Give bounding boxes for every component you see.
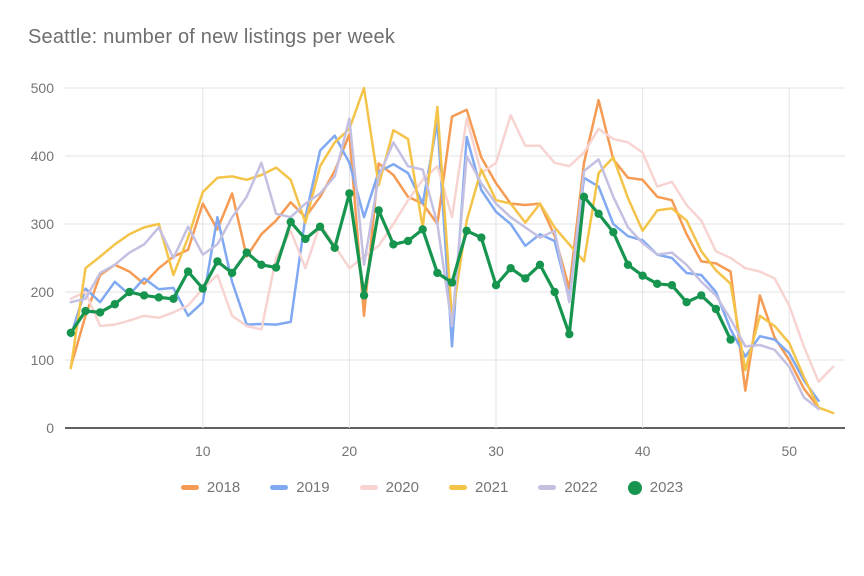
series-point-2023 — [315, 222, 325, 231]
legend-item-2022[interactable]: 2022 — [538, 479, 598, 496]
series-point-2023 — [183, 267, 193, 276]
legend-label: 2020 — [385, 479, 419, 496]
legend-item-2023[interactable]: 2023 — [627, 479, 684, 496]
legend-line-swatch-2018 — [180, 485, 199, 490]
legend-item-2021[interactable]: 2021 — [449, 479, 508, 496]
legend-line-swatch-2021 — [449, 485, 467, 490]
series-point-2023 — [169, 294, 178, 303]
series-point-2023 — [66, 328, 76, 337]
series-point-2023 — [198, 284, 207, 293]
legend-item-2020[interactable]: 2020 — [359, 479, 419, 496]
x-axis-tick-label: 40 — [635, 443, 651, 459]
series-point-2023 — [389, 240, 398, 249]
series-point-2023 — [242, 248, 251, 257]
series-line-2022 — [69, 117, 820, 411]
y-axis-tick-label: 200 — [31, 284, 55, 300]
legend-label: 2022 — [564, 479, 598, 496]
series-point-2023 — [521, 274, 530, 283]
series-point-2023 — [125, 287, 134, 297]
legend-label: 2021 — [475, 479, 509, 496]
series-point-2023 — [565, 329, 574, 339]
series-point-2023 — [535, 260, 545, 269]
series-point-2023 — [81, 306, 90, 316]
series-point-2023 — [213, 257, 222, 266]
series-point-2023 — [579, 192, 589, 201]
series-point-2023 — [623, 260, 633, 269]
series-point-2023 — [330, 243, 339, 252]
legend-line-swatch-2022 — [538, 485, 557, 490]
series-point-2023 — [95, 308, 105, 317]
series-point-2023 — [286, 217, 295, 227]
series-point-2023 — [271, 263, 281, 272]
series-point-2023 — [667, 281, 677, 290]
series-point-2023 — [682, 298, 691, 307]
legend-label: 2023 — [649, 479, 684, 496]
series-point-2023 — [447, 278, 457, 287]
x-axis-tick-label: 30 — [488, 443, 504, 459]
series-point-2023 — [301, 234, 310, 244]
series-point-2023 — [726, 335, 735, 344]
y-axis-tick-label: 0 — [46, 420, 54, 436]
series-point-2023 — [477, 233, 486, 242]
series-point-2023 — [110, 300, 119, 309]
chart-title: Seattle: number of new listings per week — [28, 26, 396, 48]
legend-circle-marker-2023 — [627, 480, 642, 495]
series-point-2023 — [257, 260, 266, 269]
chart-legend: 2018 2019 2020 2021 2022 2023 — [0, 479, 864, 496]
series-point-2023 — [418, 225, 427, 234]
series-point-2023 — [227, 268, 237, 278]
legend-item-2018[interactable]: 2018 — [180, 479, 241, 496]
series-point-2023 — [139, 291, 149, 300]
series-line-2018 — [69, 98, 820, 409]
series-point-2023 — [506, 264, 515, 273]
legend-line-swatch-2020 — [359, 485, 378, 490]
series-point-2023 — [359, 291, 369, 300]
x-axis-tick-label: 10 — [195, 443, 211, 459]
series-line-2023 — [69, 191, 733, 342]
legend-label: 2018 — [206, 479, 241, 496]
x-axis-tick-label: 20 — [342, 443, 358, 459]
series-point-2023 — [154, 293, 163, 302]
legend-item-2019[interactable]: 2019 — [270, 479, 330, 496]
y-axis-tick-label: 500 — [31, 80, 55, 96]
y-axis-tick-label: 100 — [31, 352, 55, 368]
legend-label: 2019 — [296, 479, 330, 496]
series-line-2020 — [69, 113, 835, 384]
series-point-2023 — [345, 189, 354, 198]
series-point-2023 — [374, 206, 383, 215]
series-point-2023 — [638, 271, 647, 280]
y-axis-tick-label: 400 — [31, 148, 55, 164]
series-point-2023 — [491, 281, 501, 290]
x-axis-tick-label: 50 — [781, 443, 797, 459]
series-point-2023 — [462, 226, 471, 235]
series-point-2023 — [609, 227, 618, 237]
series-point-2023 — [403, 236, 413, 246]
series-point-2023 — [653, 279, 662, 289]
series-point-2023 — [550, 287, 559, 297]
series-point-2023 — [711, 304, 721, 314]
series-point-2023 — [594, 209, 603, 218]
y-axis-tick-label: 300 — [31, 216, 55, 232]
series-point-2023 — [433, 268, 442, 278]
legend-line-swatch-2019 — [270, 485, 289, 490]
series-point-2023 — [697, 291, 706, 300]
